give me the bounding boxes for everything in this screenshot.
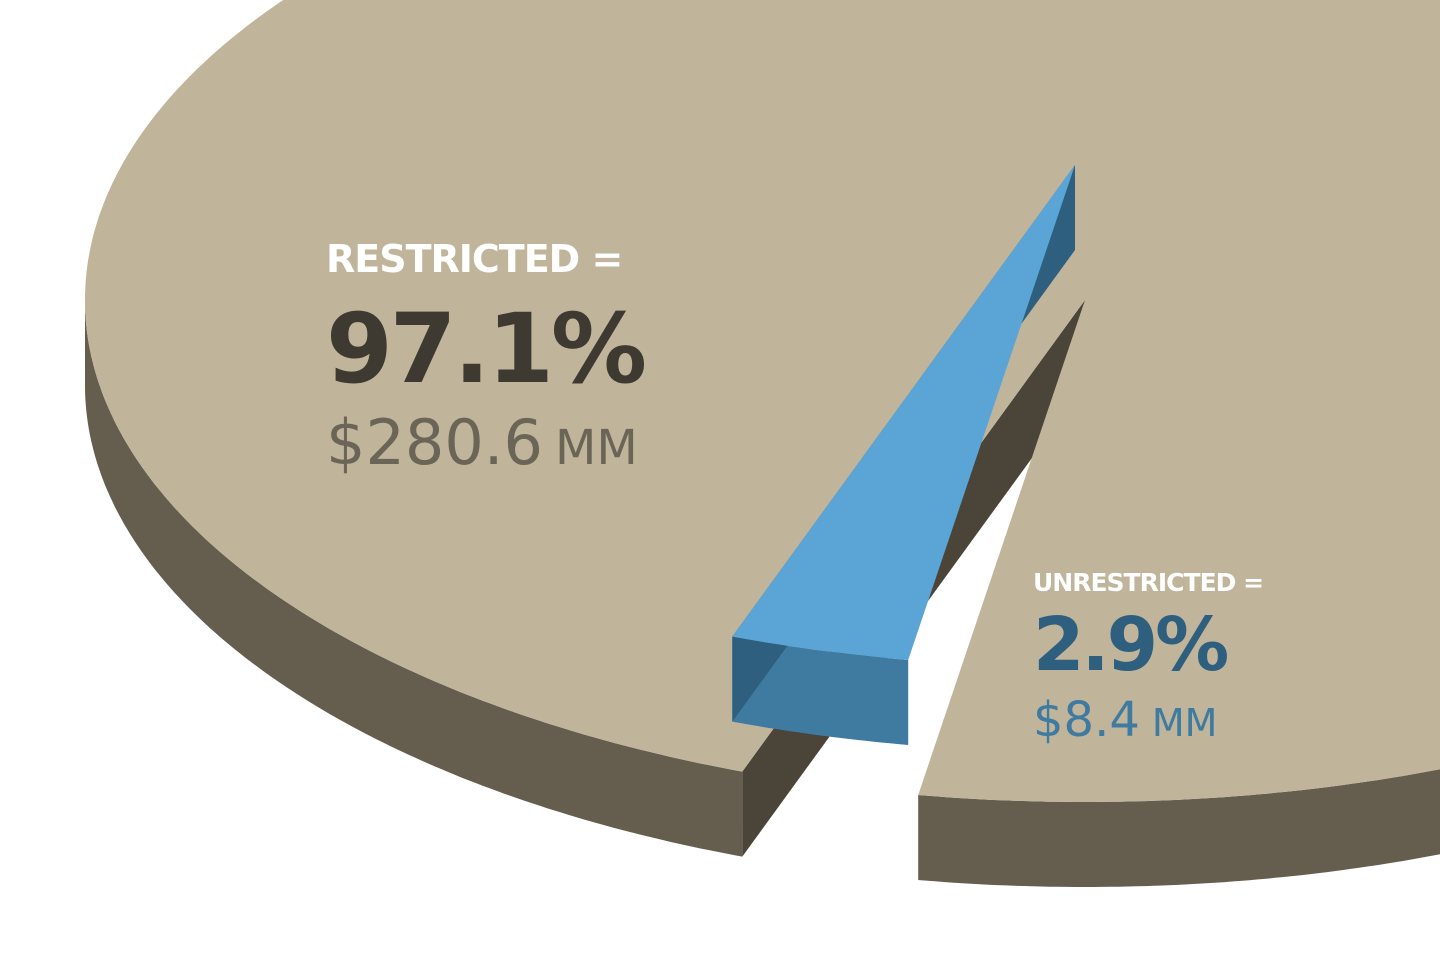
slice-side bbox=[918, 769, 1440, 887]
slice-side bbox=[732, 636, 909, 745]
value-label: 97.1% bbox=[326, 293, 645, 405]
value-label: 2.9% bbox=[1033, 602, 1227, 688]
amount-unit: MM bbox=[1152, 701, 1218, 745]
category-label: UNRESTRICTED = bbox=[1033, 568, 1263, 597]
amount-value: $8.4 bbox=[1033, 692, 1140, 748]
amount-value: $280.6 bbox=[326, 406, 543, 479]
slice-side bbox=[85, 299, 743, 857]
slice bbox=[732, 165, 1075, 660]
amount-label: $8.4 MM bbox=[1033, 692, 1217, 748]
slice bbox=[85, 0, 1440, 802]
category-label: RESTRICTED = bbox=[326, 237, 622, 281]
amount-unit: MM bbox=[555, 420, 638, 476]
amount-label: $280.6 MM bbox=[326, 406, 638, 479]
